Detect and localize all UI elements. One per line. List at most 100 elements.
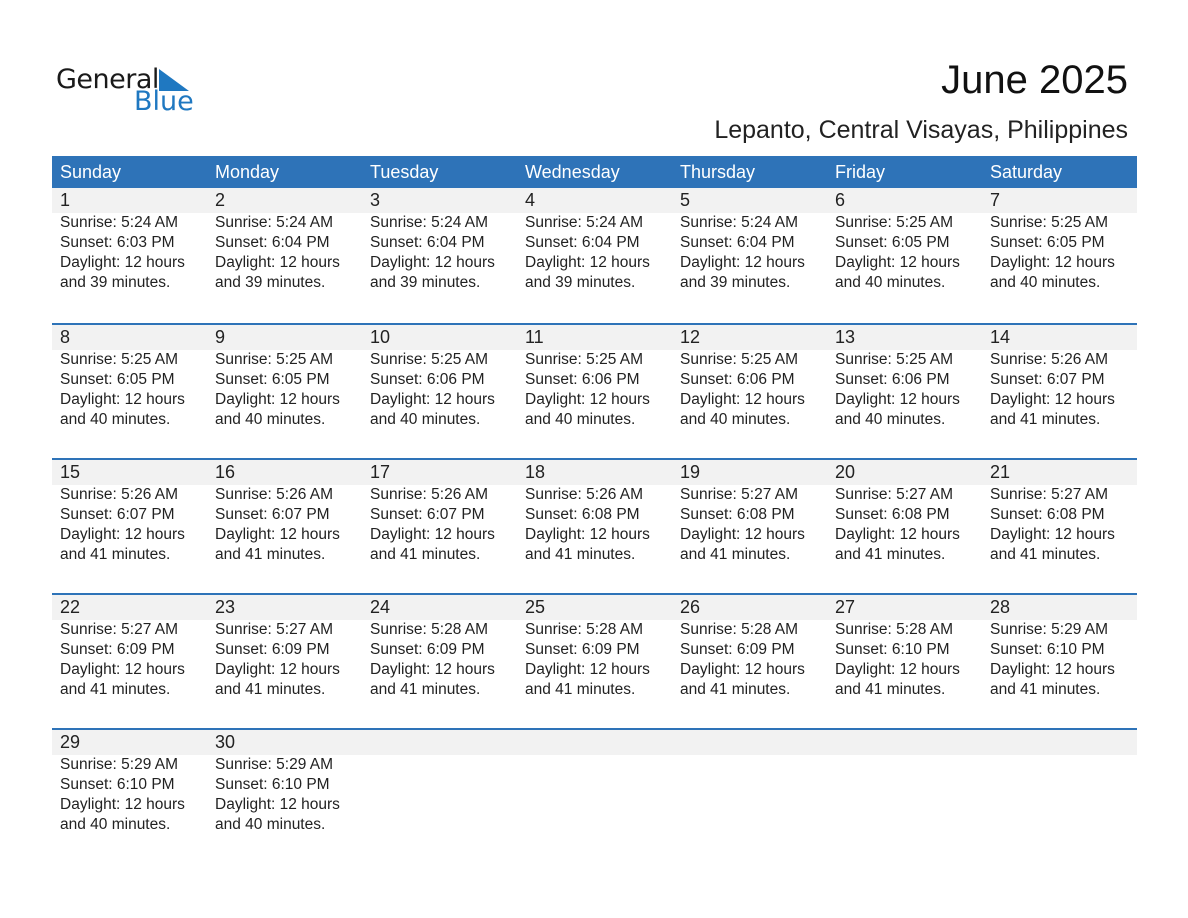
day-number: 15 [60,462,81,482]
day-number: 27 [835,597,856,617]
daylight-text: Daylight: 12 hours [835,254,960,271]
sunrise-text: Sunrise: 5:25 AM [525,351,644,368]
daylight-text: Daylight: 12 hours [680,391,805,408]
sunrise-text: Sunrise: 5:24 AM [525,214,644,231]
day-cell [362,730,517,863]
day-number: 16 [215,462,236,482]
day-cell [517,730,672,863]
day-number: 19 [680,462,701,482]
day-cell [982,730,1137,863]
sunrise-text: Sunrise: 5:26 AM [215,486,334,503]
day-number: 9 [215,327,226,347]
daylight-text: Daylight: 12 hours [370,661,495,678]
daylight-minutes-text: and 40 minutes. [370,411,481,428]
day-number-band [52,460,1137,485]
weekday-monday: Monday [215,162,280,182]
sunrise-text: Sunrise: 5:25 AM [680,351,799,368]
day-cell: 9 Sunrise: 5:25 AM Sunset: 6:05 PM Daylight… [207,325,362,458]
day-number: 1 [60,190,71,210]
weekday-tuesday: Tuesday [370,162,439,182]
daylight-minutes-text: and 40 minutes. [215,816,326,833]
day-number: 12 [680,327,701,347]
day-number: 8 [60,327,71,347]
day-number: 26 [680,597,701,617]
weekday-sunday: Sunday [60,162,122,182]
sunrise-text: Sunrise: 5:24 AM [680,214,799,231]
logo-triangle-icon [159,69,189,91]
day-cell: 25 Sunrise: 5:28 AM Sunset: 6:09 PM Dayligh… [517,595,672,728]
sunset-text: Sunset: 6:04 PM [525,234,640,251]
sunrise-text: Sunrise: 5:28 AM [525,621,644,638]
day-number: 23 [215,597,236,617]
day-cell: 28 Sunrise: 5:29 AM Sunset: 6:10 PM Dayligh… [982,595,1137,728]
daylight-minutes-text: and 41 minutes. [370,681,481,698]
daylight-text: Daylight: 12 hours [680,254,805,271]
sunrise-text: Sunrise: 5:25 AM [215,351,334,368]
day-cell: 24 Sunrise: 5:28 AM Sunset: 6:09 PM Dayligh… [362,595,517,728]
daylight-text: Daylight: 12 hours [990,254,1115,271]
day-cell [827,730,982,863]
day-number: 6 [835,190,846,210]
sunset-text: Sunset: 6:05 PM [60,371,175,388]
sunset-text: Sunset: 6:05 PM [835,234,950,251]
day-cell: 20 Sunrise: 5:27 AM Sunset: 6:08 PM Dayligh… [827,460,982,593]
sunrise-text: Sunrise: 5:26 AM [370,486,489,503]
daylight-minutes-text: and 40 minutes. [990,274,1101,291]
daylight-text: Daylight: 12 hours [835,526,960,543]
daylight-text: Daylight: 12 hours [680,526,805,543]
sunset-text: Sunset: 6:10 PM [835,641,950,658]
sunrise-text: Sunrise: 5:25 AM [835,351,954,368]
day-number-band [52,595,1137,620]
daylight-text: Daylight: 12 hours [525,391,650,408]
sunset-text: Sunset: 6:03 PM [60,234,175,251]
weekday-friday: Friday [835,162,886,182]
day-number: 11 [525,327,544,347]
daylight-minutes-text: and 41 minutes. [370,546,481,563]
sunset-text: Sunset: 6:07 PM [990,371,1105,388]
day-cell: 30 Sunrise: 5:29 AM Sunset: 6:10 PM Dayligh… [207,730,362,863]
day-cell: 26 Sunrise: 5:28 AM Sunset: 6:09 PM Dayligh… [672,595,827,728]
weekday-thursday: Thursday [680,162,756,182]
logo-word-blue: Blue [134,86,194,117]
sunset-text: Sunset: 6:09 PM [60,641,175,658]
daylight-minutes-text: and 40 minutes. [215,411,326,428]
sunrise-text: Sunrise: 5:24 AM [370,214,489,231]
day-cell: 1 Sunrise: 5:24 AM Sunset: 6:03 PM Daylight… [52,188,207,323]
day-cell: 6 Sunrise: 5:25 AM Sunset: 6:05 PM Daylight… [827,188,982,323]
day-cell: 12 Sunrise: 5:25 AM Sunset: 6:06 PM Dayligh… [672,325,827,458]
daylight-minutes-text: and 40 minutes. [60,816,171,833]
week-row: 8 Sunrise: 5:25 AM Sunset: 6:05 PM Daylight… [52,323,1137,458]
day-cell: 23 Sunrise: 5:27 AM Sunset: 6:09 PM Dayligh… [207,595,362,728]
daylight-text: Daylight: 12 hours [525,526,650,543]
weekday-header: Sunday Monday Tuesday Wednesday Thursday Frid… [52,156,1137,188]
day-number: 2 [215,190,226,210]
daylight-text: Daylight: 12 hours [215,661,340,678]
sunrise-text: Sunrise: 5:25 AM [60,351,179,368]
daylight-minutes-text: and 41 minutes. [835,546,946,563]
sunset-text: Sunset: 6:04 PM [370,234,485,251]
day-cell: 17 Sunrise: 5:26 AM Sunset: 6:07 PM Dayligh… [362,460,517,593]
sunset-text: Sunset: 6:06 PM [680,371,795,388]
day-number: 7 [990,190,1001,210]
day-cell: 11 Sunrise: 5:25 AM Sunset: 6:06 PM Dayligh… [517,325,672,458]
sunrise-text: Sunrise: 5:29 AM [60,756,179,773]
day-number-band [52,325,1137,350]
daylight-text: Daylight: 12 hours [60,796,185,813]
sunrise-text: Sunrise: 5:27 AM [680,486,799,503]
sunrise-text: Sunrise: 5:28 AM [680,621,799,638]
sunset-text: Sunset: 6:06 PM [525,371,640,388]
day-cell: 21 Sunrise: 5:27 AM Sunset: 6:08 PM Dayligh… [982,460,1137,593]
day-cell: 5 Sunrise: 5:24 AM Sunset: 6:04 PM Daylight… [672,188,827,323]
sunset-text: Sunset: 6:05 PM [990,234,1105,251]
day-cell: 15 Sunrise: 5:26 AM Sunset: 6:07 PM Dayligh… [52,460,207,593]
daylight-text: Daylight: 12 hours [215,796,340,813]
day-cell: 10 Sunrise: 5:25 AM Sunset: 6:06 PM Dayligh… [362,325,517,458]
day-cell [672,730,827,863]
week-row: 1 Sunrise: 5:24 AM Sunset: 6:03 PM Daylight… [52,188,1137,323]
daylight-text: Daylight: 12 hours [370,254,495,271]
sunset-text: Sunset: 6:07 PM [215,506,330,523]
daylight-text: Daylight: 12 hours [370,526,495,543]
sunset-text: Sunset: 6:08 PM [680,506,795,523]
week-row: 22 Sunrise: 5:27 AM Sunset: 6:09 PM Dayligh… [52,593,1137,728]
week-row: 29 Sunrise: 5:29 AM Sunset: 6:10 PM Dayligh… [52,728,1137,863]
